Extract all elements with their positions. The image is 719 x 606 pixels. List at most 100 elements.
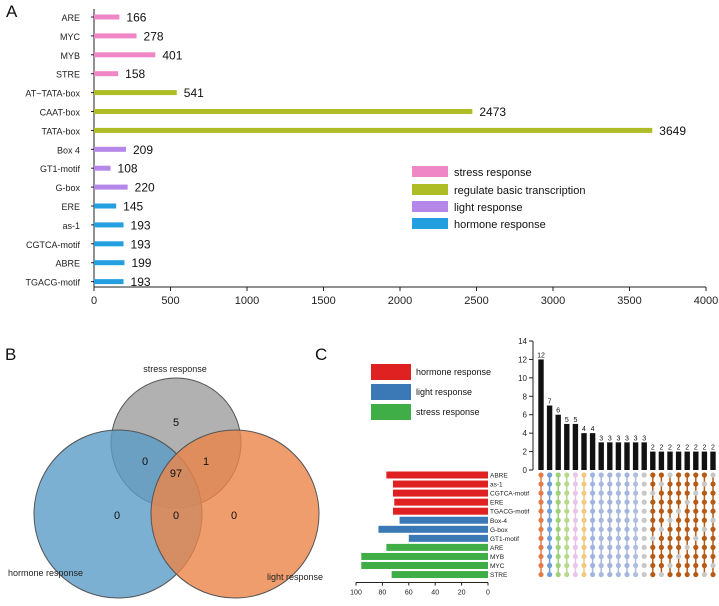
matrix-dot	[555, 535, 561, 541]
matrix-dot	[607, 553, 613, 560]
matrix-dot	[641, 553, 647, 560]
matrix-dot	[615, 535, 622, 541]
matrix-dot	[624, 544, 630, 551]
matrix-dot	[676, 553, 682, 560]
intersection-bar	[667, 451, 673, 470]
panel-c-letter: C	[315, 345, 328, 364]
matrix-dot	[658, 562, 665, 569]
matrix-dot	[607, 535, 613, 541]
matrix-dot	[547, 553, 553, 560]
matrix-dot	[590, 553, 596, 560]
matrix-dot	[572, 472, 579, 478]
matrix-dot	[667, 544, 673, 551]
matrix-dot	[598, 490, 604, 496]
matrix-dot	[650, 553, 656, 560]
matrix-dot	[572, 544, 579, 551]
matrix-dot	[701, 508, 708, 514]
matrix-dot	[624, 490, 630, 496]
legend-label: stress response	[454, 167, 532, 179]
intersection-bar	[555, 414, 561, 470]
category-label: Box 4	[57, 145, 80, 155]
matrix-dot	[555, 481, 561, 487]
set-name-label: as-1	[490, 482, 503, 489]
matrix-dot	[598, 571, 604, 578]
matrix-dot	[607, 526, 613, 532]
bar-value-label: 209	[133, 143, 153, 157]
intersection-y-tick-label: 10	[518, 374, 527, 383]
matrix-dot	[650, 508, 656, 514]
venn-count-hormone-light: 0	[173, 510, 179, 522]
x-tick-label: 1000	[235, 295, 259, 307]
matrix-dot	[555, 571, 561, 578]
matrix-dot	[555, 553, 561, 560]
legend-swatch	[412, 166, 448, 177]
matrix-dot	[615, 499, 622, 505]
matrix-dot	[615, 517, 622, 523]
bar	[94, 241, 124, 247]
x-tick-label: 500	[161, 295, 179, 307]
matrix-dot	[676, 481, 682, 487]
intersection-y-tick-label: 8	[523, 392, 528, 401]
matrix-dot	[658, 499, 665, 505]
bar	[94, 165, 111, 171]
matrix-dot	[684, 490, 690, 496]
matrix-dot	[581, 535, 587, 541]
intersection-bar	[641, 442, 647, 470]
upset-legend-swatch	[371, 384, 411, 400]
matrix-dot	[684, 508, 690, 514]
matrix-dot	[547, 544, 553, 551]
matrix-dot	[547, 481, 553, 487]
intersection-y-tick-label: 2	[523, 448, 528, 457]
set-size-bar	[394, 498, 488, 506]
category-label: ARE	[61, 13, 80, 23]
panel-a-letter: A	[6, 2, 18, 21]
matrix-dot	[658, 472, 665, 478]
matrix-dot	[701, 553, 708, 560]
bar	[94, 146, 126, 152]
matrix-dot	[641, 544, 647, 551]
bar	[94, 203, 117, 209]
matrix-dot	[693, 562, 699, 569]
matrix-dot	[564, 481, 570, 487]
matrix-dot	[650, 499, 656, 505]
matrix-dot	[607, 562, 613, 569]
matrix-dot	[590, 508, 596, 514]
category-label: G-box	[55, 183, 80, 193]
matrix-dot	[547, 490, 553, 496]
matrix-dot	[701, 472, 708, 478]
matrix-dot	[590, 499, 596, 505]
matrix-dot	[598, 481, 604, 487]
matrix-dot	[581, 562, 587, 569]
matrix-dot	[667, 472, 673, 478]
matrix-dot	[538, 472, 544, 478]
bar-value-label: 145	[123, 200, 143, 214]
matrix-dot	[624, 472, 630, 478]
matrix-dot	[615, 526, 622, 532]
intersection-bar	[538, 359, 544, 470]
panel-a-bar-chart: 0 500 1000 1500 2000 2500 3000 3500 4000 ARE 166 MY…	[25, 9, 718, 307]
upset-legend-swatch	[371, 404, 411, 420]
matrix-dot	[667, 553, 673, 560]
matrix-dot	[684, 535, 690, 541]
intersection-bar	[546, 405, 553, 470]
matrix-dot	[598, 508, 604, 514]
intersection-bar	[581, 433, 587, 470]
matrix-dot	[641, 517, 647, 523]
intersection-bar-label: 2	[685, 445, 689, 452]
matrix-dot	[650, 472, 656, 478]
matrix-dot	[633, 526, 639, 532]
matrix-dot	[684, 544, 690, 551]
set-size-tick-label: 60	[405, 590, 413, 597]
bar-value-label: 541	[184, 86, 204, 100]
set-name-label: MYB	[490, 554, 504, 561]
matrix-dot	[538, 490, 544, 496]
matrix-dot	[701, 571, 708, 578]
matrix-dot	[607, 499, 613, 505]
bar	[94, 71, 119, 77]
matrix-dot	[658, 571, 665, 578]
intersection-bar-label: 2	[711, 445, 715, 452]
venn-count-hormone-only: 0	[114, 510, 120, 522]
venn-stress-label: stress response	[143, 364, 207, 374]
matrix-dot	[633, 517, 639, 523]
matrix-dot	[641, 562, 647, 569]
